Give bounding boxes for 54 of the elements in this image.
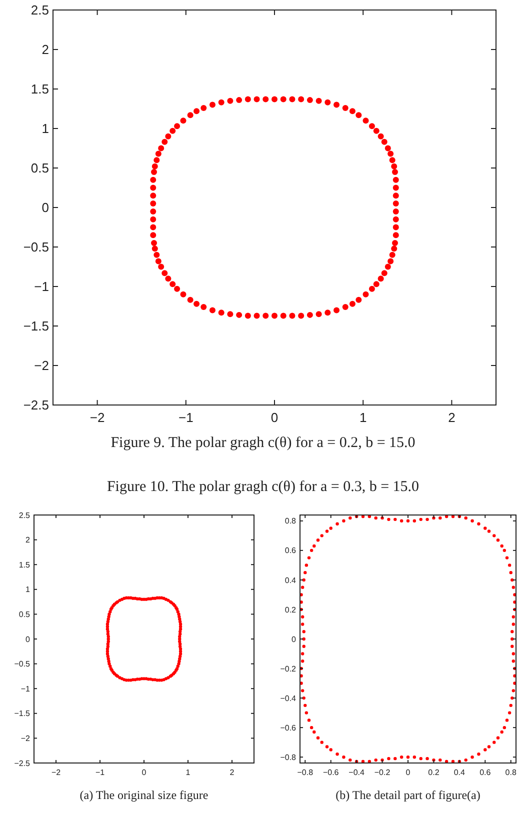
x-tick-label: 0 (406, 768, 411, 777)
y-tick-label: 0.5 (18, 610, 31, 619)
y-tick-label: 0.5 (30, 160, 49, 176)
x-tick-label: 2 (230, 768, 235, 777)
x-tick-label: 0 (270, 410, 278, 425)
y-tick-label: −0.5 (14, 660, 31, 669)
x-tick-label: 1 (359, 410, 367, 425)
x-tick-label: 0 (142, 768, 147, 777)
x-tick-label: 0.8 (505, 768, 517, 777)
y-tick-label: −2 (34, 358, 49, 374)
y-tick-label: −2 (20, 734, 31, 743)
x-tick-label: −1 (95, 768, 106, 777)
y-tick-label: 2 (26, 536, 31, 545)
y-tick-label: −1 (20, 684, 31, 694)
y-tick-label: −0.5 (23, 240, 49, 255)
x-tick-label: 0.6 (480, 768, 492, 777)
y-tick-label: −2.5 (14, 758, 31, 768)
y-tick-label: 0 (26, 634, 31, 644)
y-tick-label: −1.5 (23, 318, 49, 334)
x-tick-label: −0.4 (348, 768, 366, 777)
y-tick-label: 2.5 (18, 510, 31, 520)
x-tick-label: −1 (178, 410, 194, 425)
chart-title: Figure 10. The polar gragh c(θ) for a = 0.3, b = 15.0 (106, 479, 420, 495)
y-tick-label: 0 (292, 634, 297, 644)
y-tick-label: 1.5 (18, 560, 31, 570)
y-tick-label: 2 (42, 42, 49, 58)
y-tick-label: −1.5 (14, 709, 31, 718)
y-tick-label: 0.2 (284, 605, 297, 614)
x-tick-label: −2 (51, 768, 62, 777)
y-tick-label: −1 (34, 279, 49, 294)
text: Figure 9. The polar gragh c(θ) for a = 0.2, b = 15.0 (110, 435, 416, 451)
y-tick-label: 0.8 (284, 516, 297, 526)
text: (b) The detail part of figure(a) (336, 788, 480, 802)
y-tick-label: 1.5 (30, 82, 49, 97)
y-tick-label: −0.8 (280, 752, 297, 762)
y-tick-label: 0 (42, 200, 49, 216)
text: (a) The original size figure (80, 788, 208, 802)
x-tick-label: 0.4 (454, 768, 466, 777)
y-tick-label: 0.4 (284, 576, 297, 585)
x-tick-label: 1 (186, 768, 191, 777)
y-tick-label: 0.6 (284, 546, 297, 556)
y-tick-label: −0.2 (280, 664, 297, 674)
x-tick-label: −0.8 (297, 768, 314, 777)
x-tick-label: 0.2 (428, 768, 440, 777)
x-tick-label: 2 (448, 410, 456, 425)
y-tick-label: 1 (42, 121, 49, 136)
x-tick-label: −2 (90, 410, 105, 425)
y-tick-label: 1 (26, 585, 31, 594)
y-tick-label: 2.5 (30, 2, 49, 18)
y-tick-label: −0.4 (280, 694, 297, 703)
y-tick-label: −2.5 (23, 398, 49, 413)
x-tick-label: −0.2 (374, 768, 391, 777)
x-tick-label: −0.6 (322, 768, 340, 777)
y-tick-label: −0.6 (280, 723, 297, 732)
